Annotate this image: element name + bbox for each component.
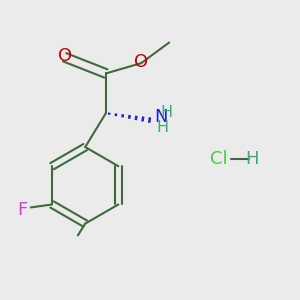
- Text: N: N: [154, 108, 168, 126]
- Text: H: H: [157, 120, 169, 135]
- Text: F: F: [17, 201, 27, 219]
- Text: O: O: [58, 47, 72, 65]
- Text: H: H: [160, 105, 172, 120]
- Text: H: H: [245, 150, 258, 168]
- Text: O: O: [134, 53, 148, 71]
- Text: Cl: Cl: [210, 150, 228, 168]
